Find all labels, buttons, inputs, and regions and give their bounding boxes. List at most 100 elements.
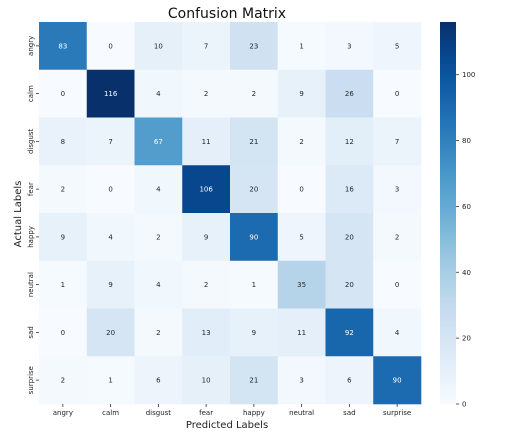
heatmap-cell — [277, 69, 326, 118]
cell-value-label: 20 — [345, 233, 354, 241]
y-axis-ticks: angry calm disgust fear happy neutral sad surpr… — [27, 36, 39, 394]
heatmap-cell — [277, 260, 326, 309]
heatmap-cell — [325, 22, 374, 71]
heatmap-cell — [39, 308, 88, 357]
heatmap-cell — [325, 260, 374, 309]
cell-value-label: 2 — [61, 377, 65, 385]
heatmap-cell — [86, 22, 135, 71]
heatmap-cell — [182, 308, 231, 357]
heatmap-cell — [134, 69, 183, 118]
cell-value-label: 20 — [249, 186, 258, 194]
heatmap-cell — [182, 69, 231, 118]
heatmap-cell — [182, 22, 231, 71]
cell-value-label: 0 — [395, 90, 399, 98]
cell-value-label: 7 — [204, 42, 208, 50]
cell-value-label: 11 — [202, 138, 211, 146]
heatmap-cell — [39, 117, 88, 166]
cell-value-label: 10 — [202, 377, 211, 385]
cell-value-label: 4 — [156, 186, 161, 194]
cell-value-label: 92 — [345, 329, 354, 337]
colorbar-tick-label: 40 — [462, 269, 471, 277]
heatmap-cell — [134, 213, 183, 262]
y-tick-label: fear — [27, 182, 35, 196]
heatmap-cell — [325, 213, 374, 262]
cell-value-label: 3 — [395, 186, 399, 194]
heatmap-cell — [182, 117, 231, 166]
x-tick-label: calm — [102, 409, 119, 417]
cell-value-label: 6 — [156, 377, 161, 385]
heatmap-cell — [182, 356, 231, 405]
heatmap-cell — [39, 356, 88, 405]
heatmap-cell — [230, 213, 279, 262]
cell-value-label: 16 — [345, 186, 354, 194]
y-tick-label: angry — [27, 36, 35, 56]
y-tick-label: calm — [27, 85, 35, 102]
colorbar-tick-label: 20 — [462, 335, 471, 343]
cell-value-label: 10 — [154, 42, 163, 50]
heatmap-cell — [182, 260, 231, 309]
cell-value-label: 2 — [61, 186, 65, 194]
heatmap-cell — [86, 308, 135, 357]
cell-value-label: 13 — [202, 329, 211, 337]
heatmap-cell — [39, 22, 88, 71]
heatmap-cell — [277, 117, 326, 166]
x-tick-label: neutral — [289, 409, 314, 417]
heatmap-cell — [39, 213, 88, 262]
heatmap-cell — [325, 165, 374, 214]
heatmap-cell — [373, 308, 422, 357]
cell-value-label: 9 — [61, 233, 65, 241]
heatmap-cell — [134, 260, 183, 309]
heatmap-cell — [277, 213, 326, 262]
heatmap-cell — [230, 308, 279, 357]
x-tick-label: disgust — [146, 409, 172, 417]
heatmap-cell — [134, 165, 183, 214]
heatmap-cell — [373, 165, 422, 214]
heatmap-cell — [86, 260, 135, 309]
heatmap-cell — [134, 117, 183, 166]
heatmap-cell — [39, 69, 88, 118]
cell-value-label: 20 — [106, 329, 115, 337]
heatmap-cell — [182, 165, 231, 214]
cell-value-label: 0 — [108, 186, 112, 194]
heatmap-cell — [134, 356, 183, 405]
colorbar-tick-label: 60 — [462, 203, 471, 211]
cell-value-label: 21 — [249, 138, 258, 146]
cell-value-label: 83 — [58, 42, 67, 50]
heatmap-cell — [86, 213, 135, 262]
heatmap-cell — [86, 117, 135, 166]
cell-value-label: 5 — [395, 42, 399, 50]
cell-value-label: 106 — [199, 186, 213, 194]
x-tick-label: surprise — [383, 409, 411, 417]
cell-value-label: 0 — [61, 329, 65, 337]
heatmap-cell — [134, 308, 183, 357]
y-tick-label: disgust — [27, 128, 35, 154]
cell-value-label: 5 — [299, 233, 303, 241]
y-tick-label: neutral — [27, 272, 35, 297]
cell-value-label: 12 — [345, 138, 354, 146]
cell-value-label: 21 — [249, 377, 258, 385]
cell-value-label: 1 — [61, 281, 65, 289]
x-tick-label: angry — [53, 409, 73, 417]
y-tick-label: sad — [27, 326, 35, 338]
cell-value-label: 23 — [249, 42, 258, 50]
heatmap-cell — [373, 213, 422, 262]
cell-value-label: 4 — [108, 233, 113, 241]
chart-title: Confusion Matrix — [168, 6, 286, 22]
heatmap-cell — [230, 356, 279, 405]
heatmap-cell — [325, 308, 374, 357]
x-axis-ticks: angry calm disgust fear happy neutral sad surpr… — [53, 404, 411, 417]
heatmap-cell — [277, 356, 326, 405]
cell-value-label: 4 — [156, 281, 161, 289]
heatmap-cell — [277, 308, 326, 357]
cell-value-label: 2 — [156, 329, 160, 337]
x-tick-label: happy — [243, 409, 265, 417]
cell-value-label: 9 — [252, 329, 256, 337]
cell-value-label: 7 — [395, 138, 399, 146]
colorbar-tick-label: 0 — [462, 401, 466, 409]
heatmap-cell — [182, 213, 231, 262]
heatmap-cell — [277, 165, 326, 214]
heatmap-cell — [39, 260, 88, 309]
heatmap-cell — [86, 356, 135, 405]
heatmap-cell — [86, 165, 135, 214]
cell-value-label: 2 — [252, 90, 256, 98]
